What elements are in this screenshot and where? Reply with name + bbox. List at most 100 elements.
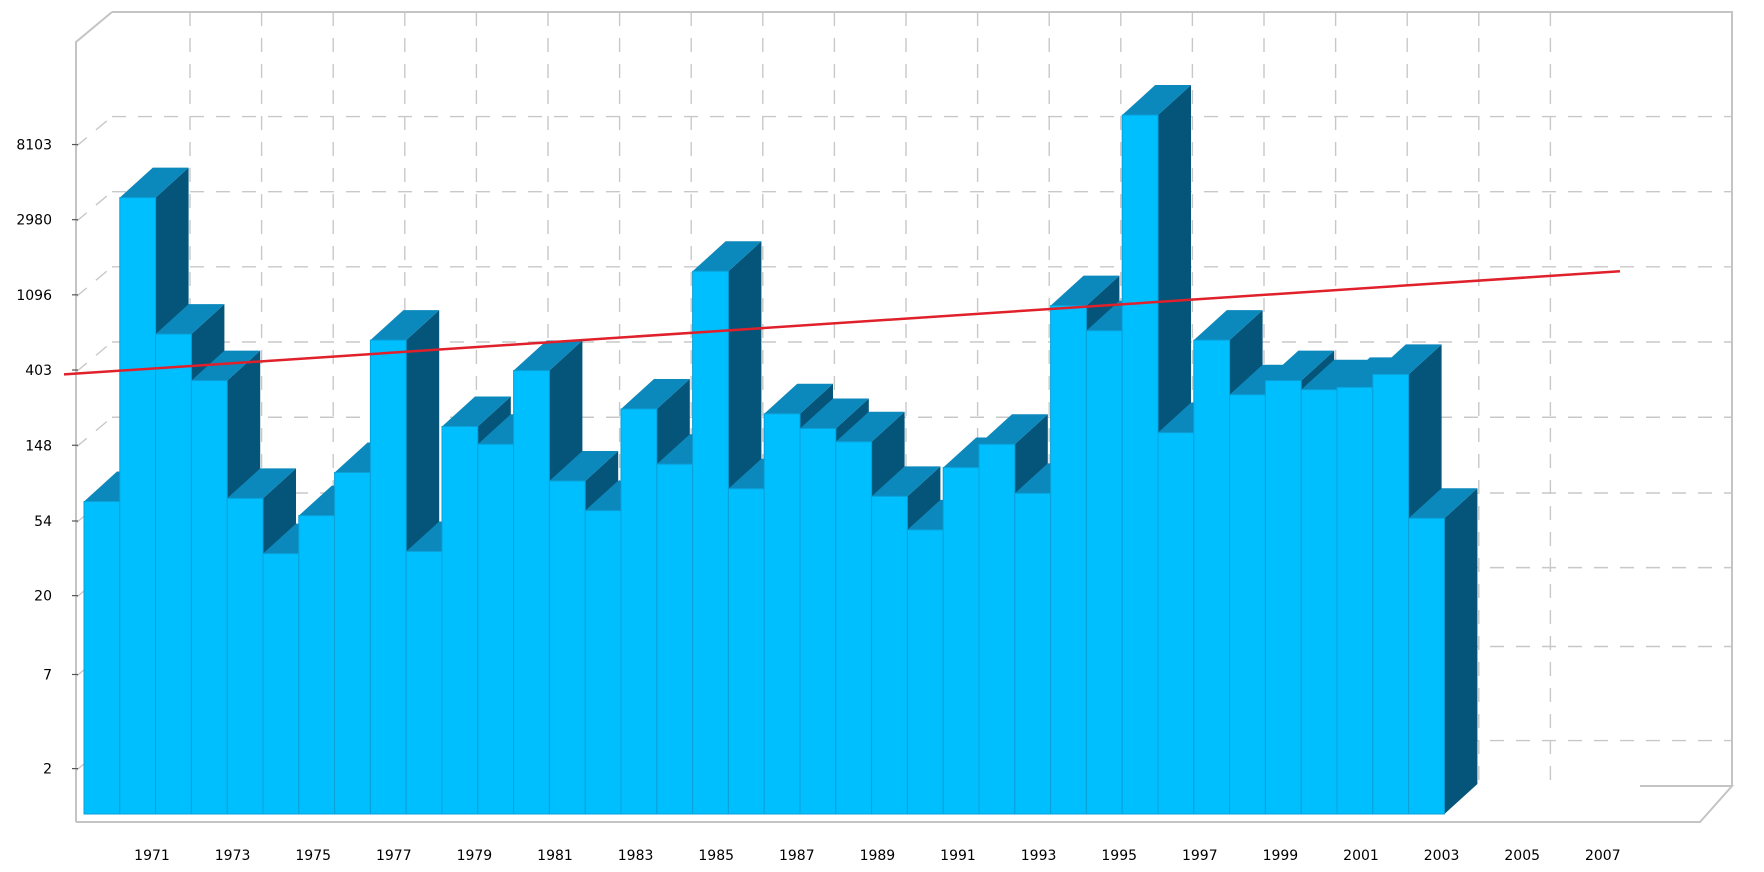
bar-top [1050, 275, 1120, 306]
bar-front [441, 425, 479, 815]
bar-top [1301, 359, 1370, 390]
bar-front [334, 471, 371, 815]
bar-top [835, 411, 905, 442]
y-tick-label: 20 [34, 589, 52, 605]
bar-front [1408, 517, 1445, 815]
x-tick-label: 1997 [1182, 848, 1218, 864]
bars-layer [83, 85, 1478, 815]
bar-front [1050, 305, 1087, 815]
bar-front [190, 380, 228, 815]
y-tick-label: 2 [43, 762, 52, 778]
bar-front [799, 427, 837, 815]
x-axis: 1971 1973 1975 1977 1979 1981 1983 1985 1987 1989… [134, 848, 1620, 864]
x-tick-label: 1989 [860, 848, 896, 864]
frame-floor [76, 785, 1735, 823]
y-tick-label: 7 [43, 667, 52, 683]
bar-front [692, 270, 729, 815]
bar-front [763, 413, 801, 815]
x-tick-label: 1987 [779, 848, 815, 864]
x-tick-label: 1975 [295, 848, 331, 864]
grid-line-side [75, 191, 113, 223]
bar-front [83, 501, 121, 815]
x-tick-label: 1993 [1021, 848, 1057, 864]
bar-front [369, 339, 407, 815]
x-tick-label: 2001 [1343, 848, 1379, 864]
bar-top [442, 396, 511, 427]
x-tick-label: 2003 [1424, 848, 1460, 864]
x-tick-label: 1991 [940, 848, 976, 864]
bar-front [835, 441, 873, 815]
bar-top [191, 350, 261, 381]
bar-front [513, 370, 550, 815]
bar-front [942, 467, 980, 815]
bar-front [584, 510, 622, 815]
bar-top [692, 241, 762, 272]
y-tick-label: 2980 [16, 213, 52, 229]
bar-top [979, 414, 1048, 445]
x-tick-label: 1977 [376, 848, 412, 864]
bar-top [1265, 350, 1335, 381]
bar-front [477, 443, 515, 815]
bar-front [1229, 394, 1266, 815]
bar-front [1193, 339, 1231, 815]
bar-front [119, 197, 157, 815]
grid-line-side [75, 341, 113, 373]
x-tick-label: 1983 [618, 848, 654, 864]
x-tick-label: 1999 [1263, 848, 1299, 864]
bar-top [549, 450, 619, 481]
bar-front [727, 488, 765, 815]
bar-top [370, 310, 440, 341]
trend-line [63, 270, 1621, 376]
y-axis: 2 7 20 54 148 403 1096 2980 8103 [16, 138, 78, 778]
x-tick-label: 2005 [1504, 848, 1540, 864]
bar-top [1193, 310, 1263, 341]
x-tick-label: 1985 [698, 848, 734, 864]
bar-top [764, 383, 833, 414]
bar-front [1014, 492, 1052, 815]
chart-frame [75, 11, 1735, 823]
x-tick-label: 1979 [457, 848, 493, 864]
bar-front [871, 495, 908, 815]
bar-top [1122, 85, 1191, 116]
y-tick-label: 403 [25, 363, 52, 379]
trend-layer [63, 270, 1621, 376]
bar [1408, 488, 1478, 815]
bar-front [298, 515, 336, 815]
bar-front [155, 333, 192, 815]
bar-front [226, 497, 264, 815]
bar-front [262, 553, 300, 815]
bar-top [1372, 344, 1442, 375]
bar-top [621, 378, 690, 409]
bar-front [1300, 389, 1338, 815]
bar-top [1408, 488, 1478, 519]
bar-front [1121, 114, 1159, 815]
bar-front [906, 529, 944, 815]
x-tick-label: 2007 [1585, 848, 1621, 864]
bar-front [620, 408, 658, 815]
grid-line-side [75, 116, 113, 148]
bar-top [227, 468, 296, 499]
bar-front [1336, 386, 1374, 815]
y-tick-label: 1096 [16, 288, 52, 304]
x-tick-label: 1973 [215, 848, 251, 864]
grid-line-side [75, 416, 113, 448]
y-tick-label: 8103 [16, 138, 52, 154]
bar-front [405, 550, 443, 815]
bar-front [548, 480, 586, 815]
bar-top [119, 167, 189, 198]
frame-left [75, 11, 113, 822]
x-tick-label: 1995 [1101, 848, 1137, 864]
bar-front [1157, 432, 1195, 815]
frame-back [112, 11, 1733, 786]
bar [692, 241, 762, 815]
bar-front [656, 463, 694, 815]
bar-front [1372, 373, 1410, 815]
x-tick-label: 1971 [134, 848, 170, 864]
bar-top [513, 340, 583, 371]
y-tick-label: 148 [25, 438, 52, 454]
bar-front [978, 443, 1016, 815]
bar-front [1264, 380, 1302, 815]
grid-line-side [75, 266, 113, 298]
